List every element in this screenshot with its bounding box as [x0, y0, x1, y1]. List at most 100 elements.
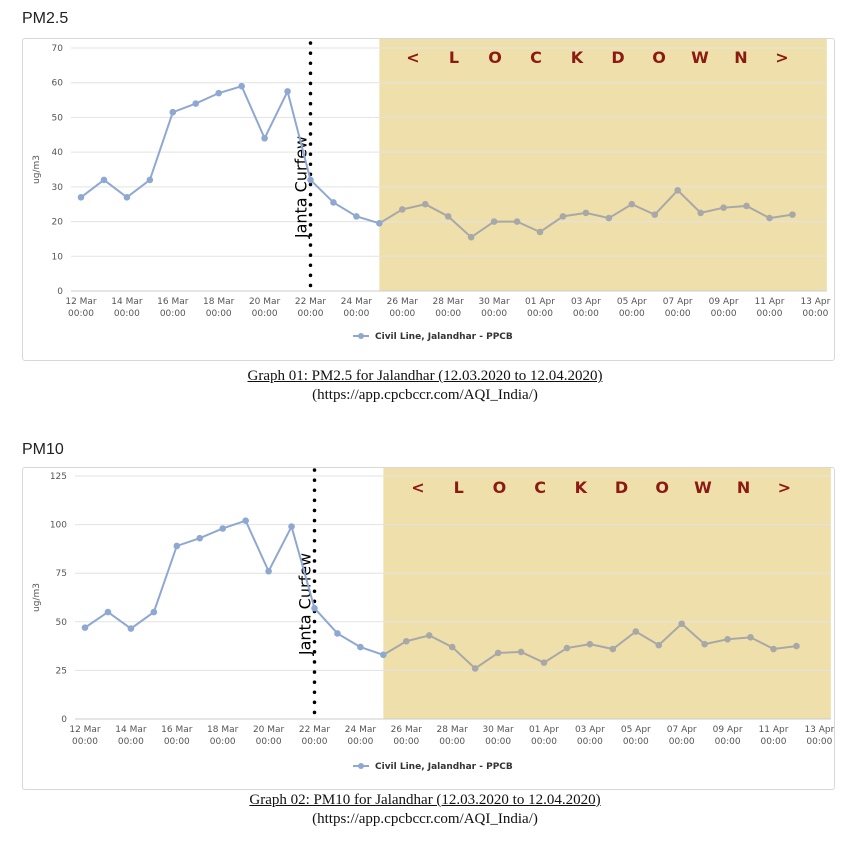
pm10-lockdown-letter: <: [411, 478, 424, 497]
pm10-data-point[interactable]: [678, 620, 685, 628]
pm10-x-tick-label: 30 Mar: [482, 725, 514, 735]
pm25-x-tick-time: 00:00: [68, 309, 94, 319]
pm10-data-point[interactable]: [494, 649, 502, 657]
pm10-data-point[interactable]: [655, 641, 663, 649]
pm25-data-point[interactable]: [215, 89, 222, 97]
pm25-x-tick-label: 03 Apr: [571, 297, 601, 307]
pm25-data-point[interactable]: [146, 176, 154, 184]
pm10-data-point[interactable]: [540, 659, 548, 666]
pm10-data-point[interactable]: [770, 645, 777, 653]
pm25-legend-label[interactable]: Civil Line, Jalandhar - PPCB: [375, 332, 513, 342]
pm10-data-point[interactable]: [586, 640, 594, 648]
pm25-data-point[interactable]: [789, 211, 796, 218]
pm25-lockdown-band: [379, 39, 827, 291]
pm25-data-point[interactable]: [77, 193, 85, 201]
pm25-data-point[interactable]: [651, 211, 659, 218]
pm10-data-point[interactable]: [127, 625, 135, 632]
pm25-data-point[interactable]: [605, 214, 613, 222]
pm25-x-tick-time: 00:00: [619, 309, 645, 319]
pm10-data-point[interactable]: [747, 634, 754, 641]
pm25-data-point[interactable]: [376, 220, 383, 227]
pm25-data-point[interactable]: [628, 200, 636, 208]
pm10-data-point[interactable]: [104, 608, 112, 616]
pm25-x-tick-time: 00:00: [298, 309, 324, 319]
pm10-lockdown-letter: C: [534, 478, 546, 497]
pm25-x-tick-time: 00:00: [527, 309, 553, 319]
pm10-x-tick-time: 00:00: [393, 737, 419, 747]
pm25-data-point[interactable]: [100, 176, 108, 184]
pm25-lockdown-letter: C: [530, 48, 542, 67]
pm25-x-tick-time: 00:00: [435, 309, 461, 319]
pm25-y-tick-label: 10: [52, 252, 64, 262]
pm10-data-point[interactable]: [219, 525, 226, 532]
pm10-data-point[interactable]: [81, 624, 89, 631]
pm10-x-tick-time: 00:00: [485, 737, 511, 747]
pm25-data-point[interactable]: [238, 82, 245, 90]
pm25-caption: Graph 01: PM2.5 for Jalandhar (12.03.202…: [0, 367, 850, 405]
pm25-data-point[interactable]: [766, 214, 773, 222]
pm25-data-point[interactable]: [307, 176, 314, 184]
pm10-data-point[interactable]: [334, 630, 341, 637]
pm25-data-point[interactable]: [467, 233, 475, 241]
pm25-data-point[interactable]: [559, 213, 567, 220]
pm25-data-point[interactable]: [536, 228, 544, 236]
pm10-x-tick-time: 00:00: [577, 737, 603, 747]
pm25-data-point[interactable]: [582, 209, 590, 217]
pm10-x-tick-label: 18 Mar: [207, 725, 239, 735]
pm10-lockdown-band: [383, 468, 831, 719]
pm25-x-tick-time: 00:00: [573, 309, 599, 319]
pm25-data-point[interactable]: [697, 209, 704, 217]
pm10-data-point[interactable]: [471, 665, 479, 672]
pm10-lockdown-letter: K: [575, 478, 588, 497]
pm10-data-point[interactable]: [632, 628, 640, 635]
pm25-data-point[interactable]: [169, 108, 177, 116]
pm10-data-point[interactable]: [196, 534, 204, 542]
pm10-x-tick-label: 09 Apr: [713, 725, 743, 735]
pm10-data-point[interactable]: [609, 645, 617, 653]
pm25-x-tick-label: 30 Mar: [478, 297, 510, 307]
pm25-data-point[interactable]: [674, 187, 681, 194]
pm10-data-point[interactable]: [448, 643, 456, 651]
pm10-legend-label[interactable]: Civil Line, Jalandhar - PPCB: [375, 762, 513, 772]
pm10-x-tick-time: 00:00: [806, 737, 832, 747]
pm25-x-tick-label: 24 Mar: [341, 297, 373, 307]
pm25-data-point[interactable]: [490, 218, 498, 225]
pm25-data-point[interactable]: [421, 200, 429, 208]
pm10-data-point[interactable]: [173, 542, 181, 550]
pm25-x-tick-label: 11 Apr: [755, 297, 785, 307]
pm10-data-point[interactable]: [380, 651, 387, 659]
pm10-x-tick-label: 24 Mar: [345, 725, 377, 735]
pm10-y-tick-label: 75: [56, 569, 67, 579]
pm25-lockdown-letter: N: [734, 48, 747, 67]
pm25-data-point[interactable]: [353, 213, 360, 220]
pm25-data-point[interactable]: [330, 199, 337, 206]
pm10-lockdown-letter: O: [655, 478, 669, 497]
pm10-line-chart: 0 25 50 75 100 125 ug/m3 12 Mar 00:00 14 Mar 00:00…: [32, 468, 834, 772]
pm10-data-point[interactable]: [265, 567, 272, 575]
pm10-data-point[interactable]: [150, 608, 158, 616]
pm10-caption-source: (https://app.cpcbccr.com/AQI_India/): [312, 811, 538, 827]
pm10-data-point[interactable]: [425, 632, 433, 639]
pm25-data-point[interactable]: [261, 134, 268, 142]
pm25-data-point[interactable]: [444, 213, 452, 220]
pm10-data-point[interactable]: [403, 637, 410, 645]
pm10-data-point[interactable]: [724, 635, 731, 643]
pm25-data-point[interactable]: [399, 206, 406, 213]
pm10-x-tick-label: 13 Apr: [804, 725, 834, 735]
pm10-data-point[interactable]: [288, 523, 295, 530]
pm10-data-point[interactable]: [701, 640, 708, 648]
pm25-data-point[interactable]: [513, 218, 521, 225]
pm10-data-point[interactable]: [357, 643, 364, 651]
pm25-data-point[interactable]: [192, 100, 200, 107]
pm10-data-point[interactable]: [311, 604, 318, 612]
pm10-data-point[interactable]: [517, 648, 525, 656]
pm25-data-point[interactable]: [743, 202, 750, 210]
pm10-x-tick-label: 11 Apr: [759, 725, 789, 735]
pm10-data-point[interactable]: [242, 517, 249, 525]
pm25-data-point[interactable]: [284, 88, 291, 95]
pm25-data-point[interactable]: [720, 204, 727, 211]
pm10-janta-curfew-label: Janta Curfew: [296, 553, 315, 656]
pm10-data-point[interactable]: [563, 644, 571, 652]
pm10-data-point[interactable]: [793, 642, 800, 650]
pm25-data-point[interactable]: [123, 193, 131, 201]
